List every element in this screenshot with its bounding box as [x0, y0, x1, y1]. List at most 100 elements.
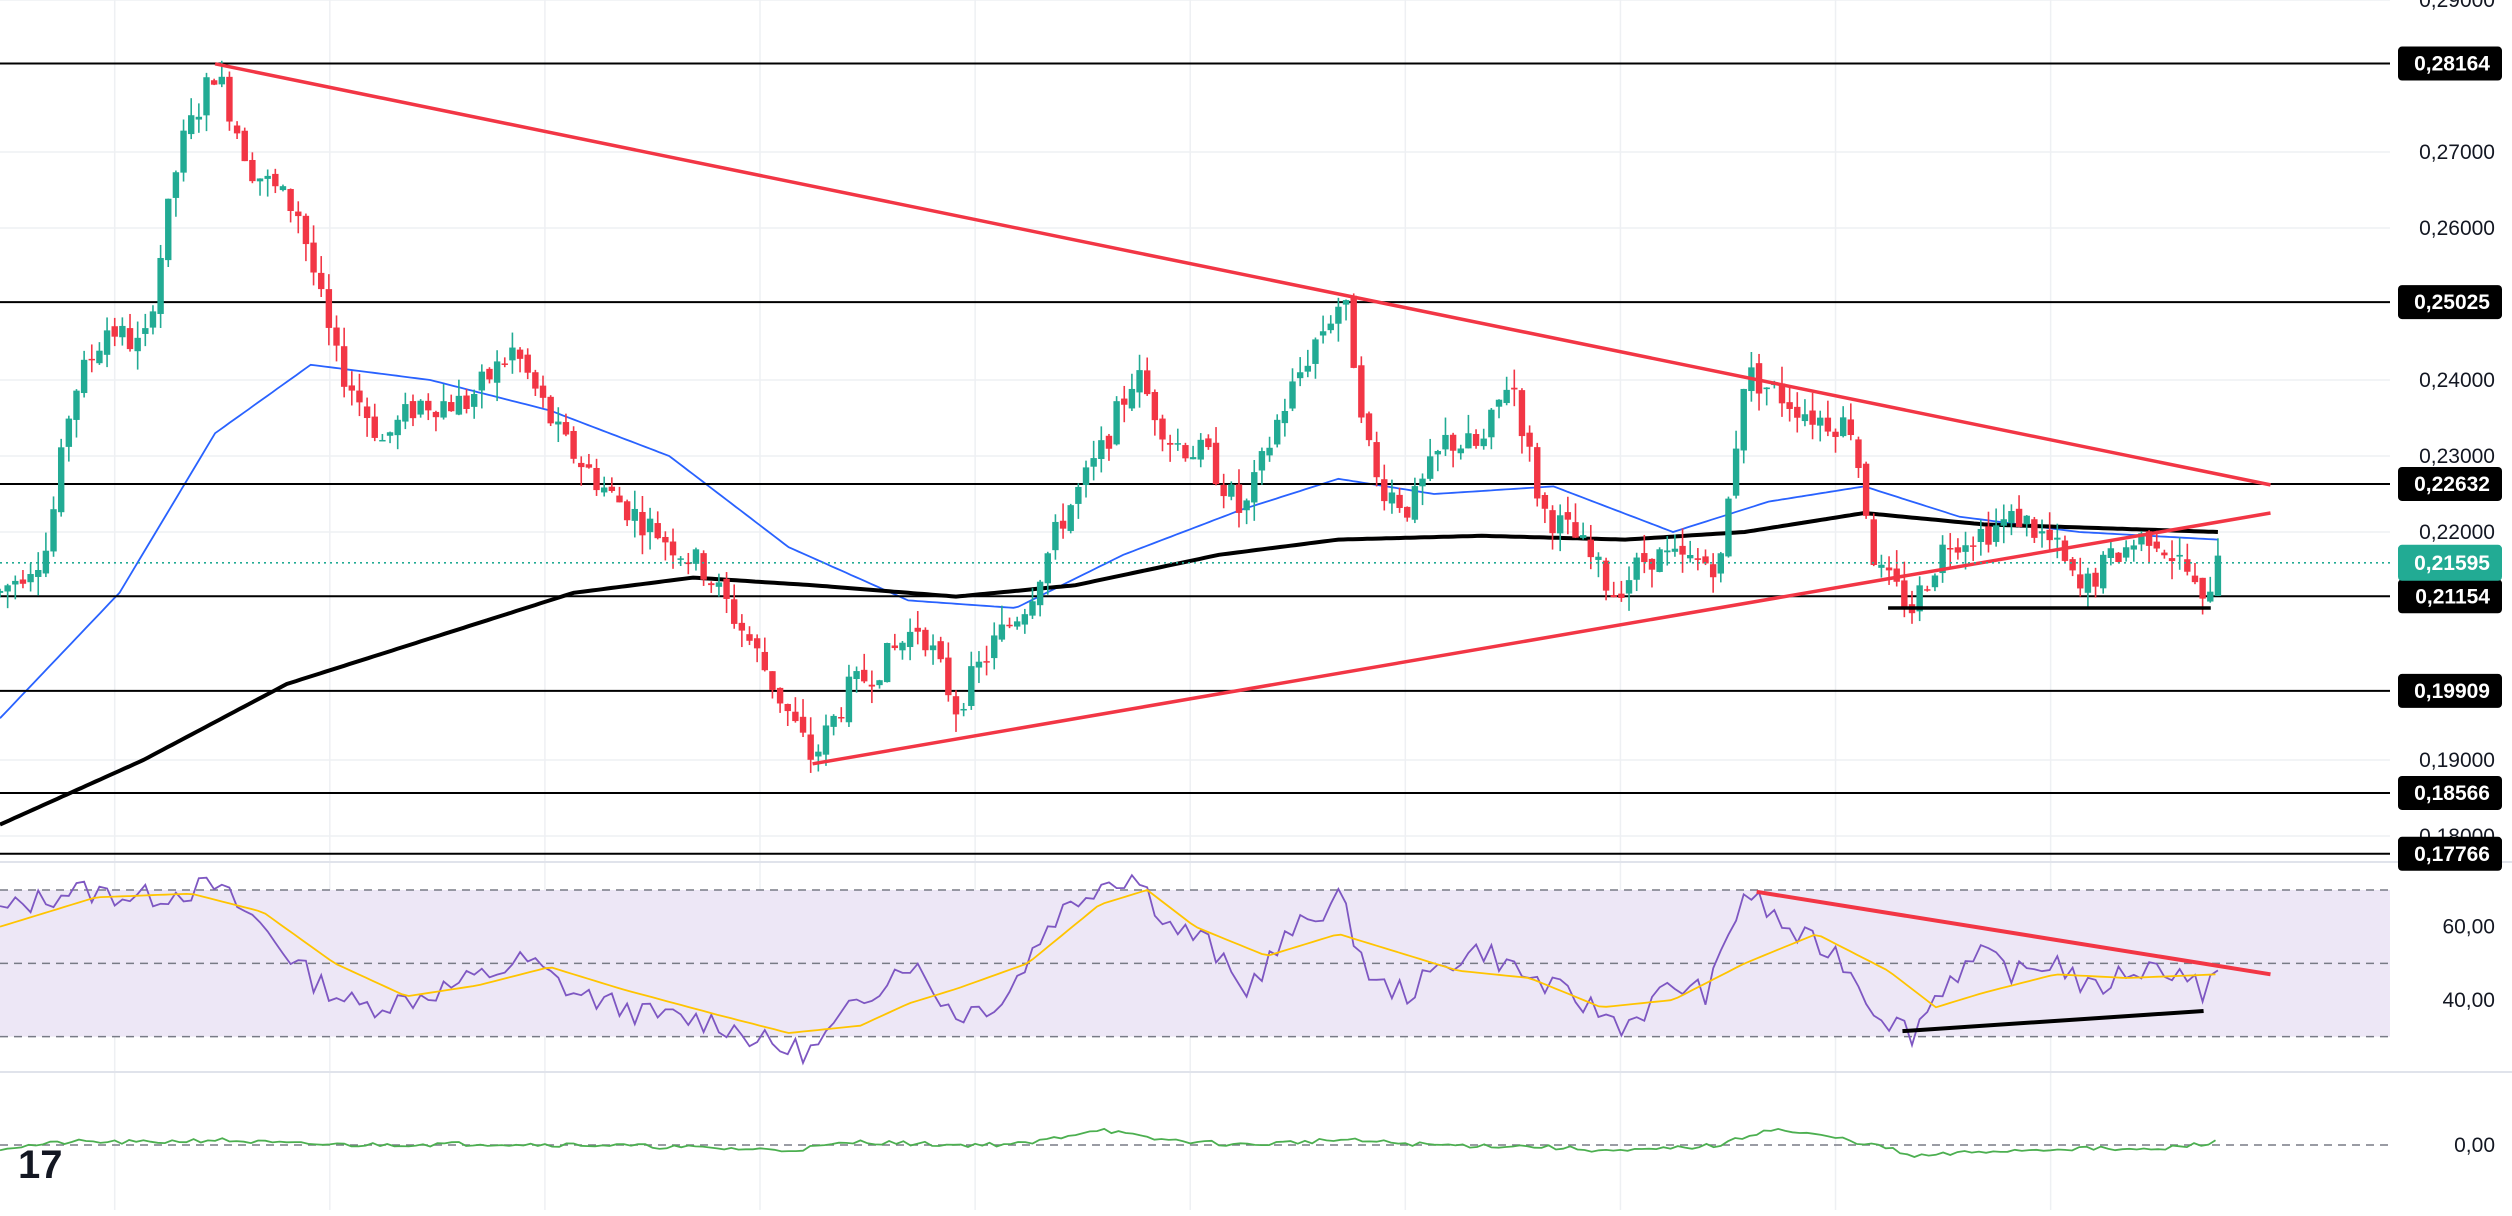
candle-body	[1885, 567, 1893, 571]
price-tick-label: 0,19000	[2419, 749, 2495, 772]
candle-body	[80, 359, 88, 394]
candle-body	[88, 358, 95, 361]
candle-body	[1855, 439, 1862, 469]
candle-body	[1350, 295, 1357, 368]
candle-body	[1480, 438, 1487, 447]
candle-body	[1786, 402, 1793, 409]
candle-body	[318, 272, 325, 290]
candle-body	[1579, 535, 1587, 539]
candle-body	[570, 430, 577, 459]
candle-body	[708, 583, 715, 586]
candle-body	[149, 311, 157, 328]
candle-body	[2184, 559, 2191, 572]
candle-body	[1235, 484, 1243, 513]
candle-body	[2107, 548, 2115, 558]
candle-body	[1013, 621, 1021, 627]
candle-body	[210, 80, 218, 85]
candle-body	[1740, 388, 1747, 451]
candle-body	[1931, 575, 1939, 588]
candle-body	[2000, 519, 2007, 526]
candle-body	[1954, 547, 1962, 553]
candle-body	[784, 703, 791, 712]
candle-body	[402, 404, 409, 422]
candle-body	[455, 395, 463, 415]
level-label: 0,25025	[2414, 291, 2490, 314]
candle-body	[425, 400, 432, 411]
candle-body	[1878, 564, 1885, 568]
candle-body	[1969, 545, 1977, 547]
price-axis[interactable]: 0,29000 0,27000 0,26000 0,24000 0,23000 0,220…	[2398, 0, 2502, 1157]
candle-body	[1090, 458, 1097, 467]
candle-body	[723, 578, 730, 599]
candle-body	[1342, 300, 1350, 305]
candle-body	[1121, 398, 1128, 405]
candle-body	[968, 666, 975, 706]
candle-body	[126, 328, 134, 350]
candle-body	[134, 337, 141, 352]
candle-body	[662, 536, 669, 543]
candle-body	[2046, 529, 2053, 541]
candle-body	[1266, 447, 1273, 456]
candle-body	[585, 464, 593, 468]
candle-body	[1541, 494, 1549, 509]
trendlines[interactable]	[0, 62, 2390, 766]
candle-body	[27, 574, 34, 583]
candle-body	[2145, 531, 2153, 546]
rsi-pane	[0, 873, 2390, 1066]
candle-body	[1595, 556, 1602, 560]
candle-body	[509, 347, 516, 361]
candle-body	[669, 541, 677, 556]
candle-body	[1602, 560, 1610, 591]
candle-body	[2138, 533, 2145, 545]
candle-body	[1870, 519, 1877, 565]
current-price-box	[2398, 544, 2502, 581]
candle-body	[1426, 456, 1434, 479]
candle-body	[1977, 529, 1985, 542]
candle-body	[2023, 515, 2030, 525]
candle-body	[478, 371, 486, 391]
candle-body	[1495, 399, 1503, 407]
candle-body	[685, 562, 692, 565]
rsi-tick-label: 40,00	[2442, 989, 2495, 1012]
candle-body	[1381, 479, 1388, 502]
candle-body	[1488, 409, 1495, 438]
candle-body	[2199, 577, 2206, 599]
candle-body	[1503, 389, 1510, 404]
horizontal-levels[interactable]	[0, 62, 2390, 855]
candle-body	[883, 643, 891, 683]
candle-body	[792, 711, 799, 722]
price-tick-label: 0,29000	[2419, 0, 2495, 12]
candle-body	[1434, 451, 1442, 455]
candle-body	[348, 385, 356, 391]
level-label-box	[2398, 285, 2502, 320]
candle-body	[524, 354, 531, 373]
oscillator-pane	[0, 1127, 2390, 1158]
candle-body	[1404, 506, 1411, 518]
candlesticks	[0, 60, 2222, 773]
level-label-box	[2398, 673, 2502, 708]
tradingview-logo[interactable]: 17	[18, 1143, 63, 1187]
candle-body	[2115, 552, 2122, 562]
candle-body	[1327, 323, 1334, 331]
candle-body	[448, 402, 455, 412]
candle-body	[264, 175, 271, 179]
candle-body	[233, 125, 241, 134]
candle-body	[1358, 365, 1365, 418]
candle-body	[1717, 553, 1724, 574]
oscillator-line	[0, 1127, 2216, 1158]
candle-body	[325, 289, 333, 328]
candle-body	[1709, 564, 1717, 578]
candle-body	[654, 523, 661, 539]
candle-body	[142, 328, 149, 334]
candle-body	[1847, 419, 1855, 436]
candle-body	[853, 671, 860, 680]
candle-body	[1832, 431, 1839, 437]
candle-body	[945, 657, 952, 696]
candle-body	[1625, 580, 1633, 594]
candle-body	[1067, 505, 1074, 531]
candle-body	[960, 708, 967, 711]
candle-body	[1365, 413, 1373, 441]
candle-body	[891, 645, 899, 649]
candle-body	[1641, 553, 1648, 563]
